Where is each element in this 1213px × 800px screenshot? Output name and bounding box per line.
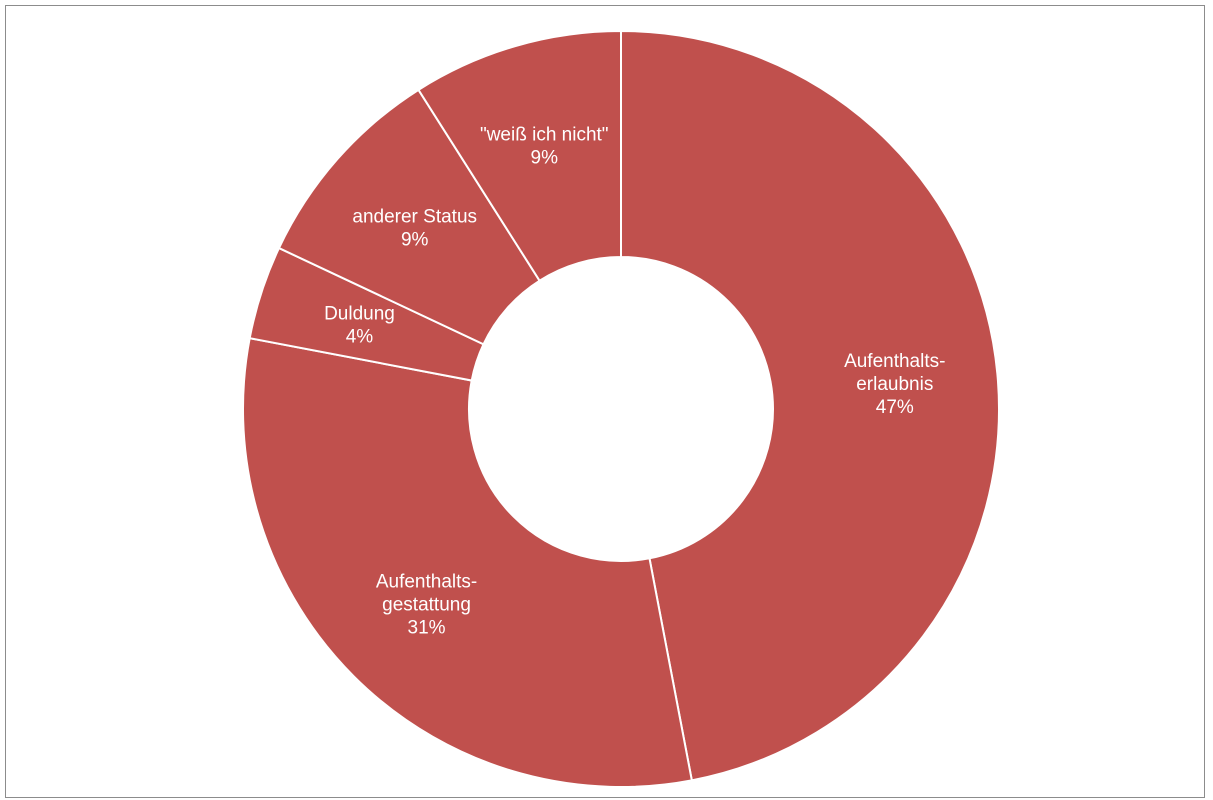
chart-area: Aufenthalts-erlaubnis 47% Aufenthalts-gest… — [5, 5, 1205, 798]
donut-slice — [242, 337, 693, 788]
slice-label: Aufenthalts-gestattung 31% — [376, 571, 477, 638]
slice-category-label: anderer Status — [352, 207, 477, 228]
slice-value-label: 4% — [346, 327, 374, 348]
slice-label: Aufenthalts-erlaubnis 47% — [844, 351, 945, 418]
slice-category-label: erlaubnis — [856, 374, 933, 395]
slice-value-label: 47% — [876, 397, 914, 418]
donut-slice — [620, 29, 1000, 782]
slice-category-label: gestattung — [382, 594, 471, 615]
slice-value-label: 9% — [401, 230, 429, 251]
donut-slice — [277, 88, 541, 346]
slice-category-label: Aufenthalts- — [844, 351, 945, 372]
slice-label: Duldung 4% — [324, 304, 395, 348]
slice-value-label: 9% — [531, 147, 559, 168]
slice-label: anderer Status 9% — [352, 207, 477, 251]
donut-chart: Aufenthalts-erlaubnis 47%Aufenthalts-gest… — [242, 29, 1000, 788]
slice-value-label: 31% — [408, 617, 446, 638]
slice-category-label: "weiß ich nicht" — [480, 124, 609, 145]
slice-label: "weiß ich nicht" 9% — [480, 124, 609, 168]
donut-slice — [417, 29, 622, 283]
slice-category-label: Duldung — [324, 304, 395, 325]
slice-category-label: Aufenthalts- — [376, 571, 477, 592]
